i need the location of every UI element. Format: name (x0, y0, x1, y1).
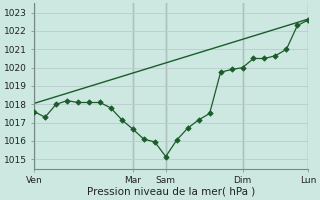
X-axis label: Pression niveau de la mer( hPa ): Pression niveau de la mer( hPa ) (87, 187, 255, 197)
